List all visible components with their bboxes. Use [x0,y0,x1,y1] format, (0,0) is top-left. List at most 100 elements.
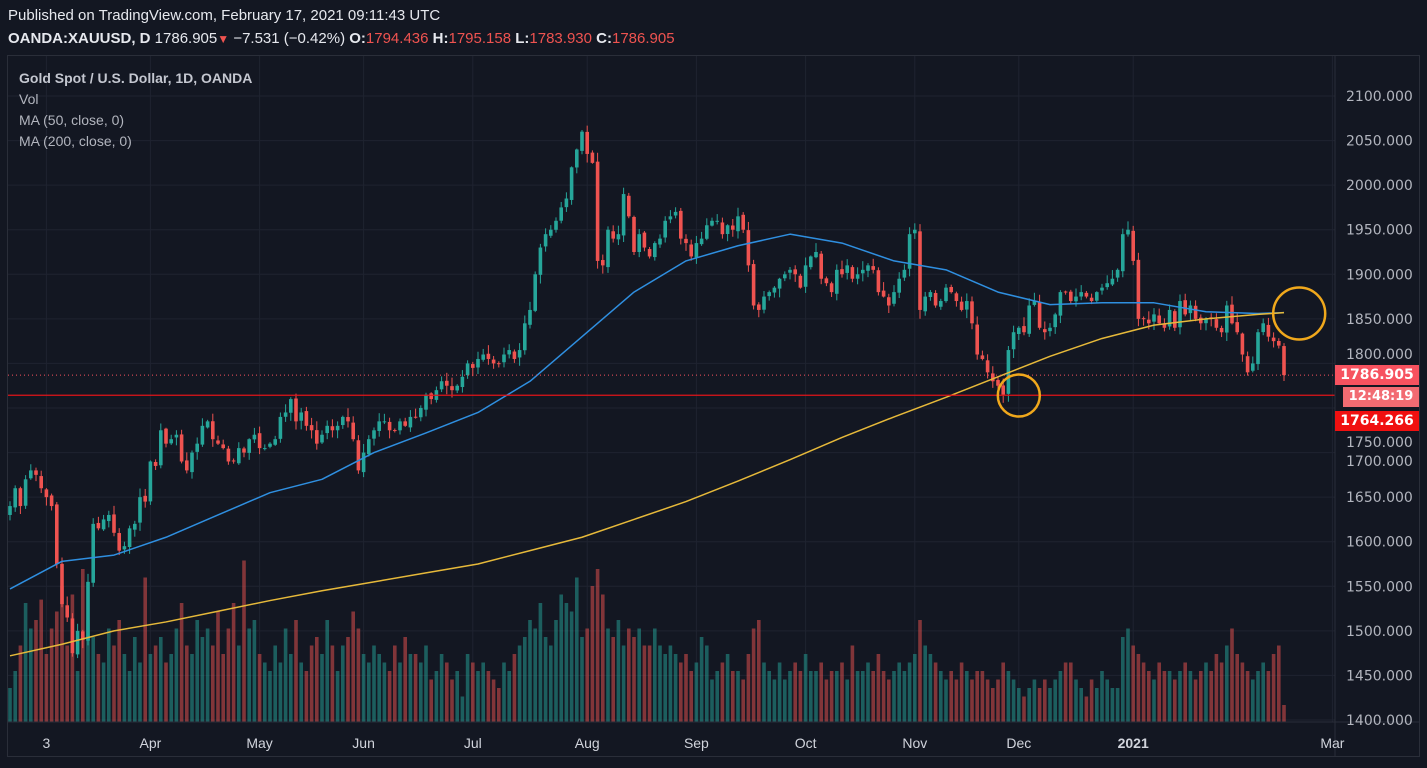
candle-body [1048,327,1052,332]
candle-body [1074,296,1078,302]
candle-body [803,265,808,287]
candle-body [252,434,257,440]
volume-bar [1074,679,1078,722]
volume-bar [49,628,54,722]
volume-bar [486,671,491,722]
volume-bar [845,679,849,722]
volume-bar [169,654,173,722]
candle-body [55,504,59,564]
time-axis[interactable]: 3 Apr May Jun Jul Aug Sep Oct Nov Dec 2021 Mar [43,735,1345,751]
candle-body [34,470,38,475]
annotation-circle [1271,286,1327,341]
candle-body [1089,297,1094,302]
volume-bar [679,662,683,722]
volume-bar [793,662,797,722]
candle-body [361,452,366,473]
candle-body [1121,234,1125,272]
volume-bar [1095,688,1099,722]
last-price: 1786.905 [154,30,218,47]
volume-bar [29,628,33,722]
volume-bar [975,671,979,722]
candle-body [424,394,428,410]
volume-bar [247,628,251,722]
candle-body [377,421,381,431]
candle-body [346,417,350,422]
volume-bar [127,671,132,722]
candle-body [959,301,964,310]
candle-body [44,489,49,498]
legend-vol[interactable]: Vol [19,91,39,107]
candle-body [153,461,158,466]
volume-bars [8,560,1286,722]
volume-bar [143,577,147,722]
volume-bar [1214,654,1219,722]
price-tick-label: 1650.000 [1346,490,1413,506]
candle-body [949,286,953,293]
volume-bar [871,671,875,722]
candle-body [268,443,272,447]
candle-body [450,386,454,391]
volume-bar [335,671,340,722]
candle-body [408,416,413,428]
candle-body [538,247,543,275]
candle-body [320,434,324,443]
candle-body [653,243,657,258]
candle-body [351,422,355,440]
candle-body [1178,301,1182,328]
candle-body [237,448,241,464]
volume-bar [876,654,881,722]
volume-bar [980,671,985,722]
candle-body [897,278,901,293]
candle-body [226,448,231,462]
volume-bar [398,662,402,722]
candle-body [736,216,740,232]
volume-bar [590,586,595,722]
symbol-name[interactable]: OANDA:XAUUSD, D [8,30,151,47]
candle-body [174,434,179,438]
candle-body [455,385,459,391]
volume-bar [424,645,428,722]
volume-bar [803,654,808,722]
high-label: H: [432,30,449,47]
price-tick-label: 1400.000 [1346,713,1413,729]
candle-body [767,292,771,297]
volume-bar [471,662,475,722]
volume-bar [460,696,465,722]
volume-bar [1167,671,1172,722]
candle-body [892,292,896,304]
volume-bar [928,654,933,722]
legend-ma200[interactable]: MA (200, close, 0) [19,133,132,149]
volume-bar [939,671,943,722]
legend-ma50[interactable]: MA (50, close, 0) [19,112,125,128]
price-axis[interactable]: 2100.000 2050.000 2000.000 1950.000 1900.000… [1346,89,1413,729]
candle-body [1022,326,1026,333]
volume-bar [1193,679,1198,722]
volume-bar [918,620,922,722]
volume-bar [200,637,205,722]
candle-body [616,234,621,240]
volume-bar [959,662,964,722]
volume-bar [575,577,579,722]
volume-bar [44,654,49,722]
volume-bar [242,560,246,722]
volume-bar [268,671,272,722]
candle-body [96,522,101,529]
candle-body [720,222,725,235]
volume-bar [372,645,376,722]
open-value: 1794.436 [365,30,429,47]
volume-bar [725,654,730,722]
volume-bar [970,679,974,722]
candle-body [575,149,579,168]
volume-bar [861,671,865,722]
volume-bar [543,637,548,722]
volume-bar [1162,671,1167,722]
volume-bar [840,662,844,722]
candle-body [699,238,704,245]
candle-body [138,497,142,523]
candle-body [169,439,173,444]
candle-body [195,443,199,452]
volume-bar [788,671,792,722]
volume-bar [1277,645,1281,722]
volume-bar [902,671,907,722]
